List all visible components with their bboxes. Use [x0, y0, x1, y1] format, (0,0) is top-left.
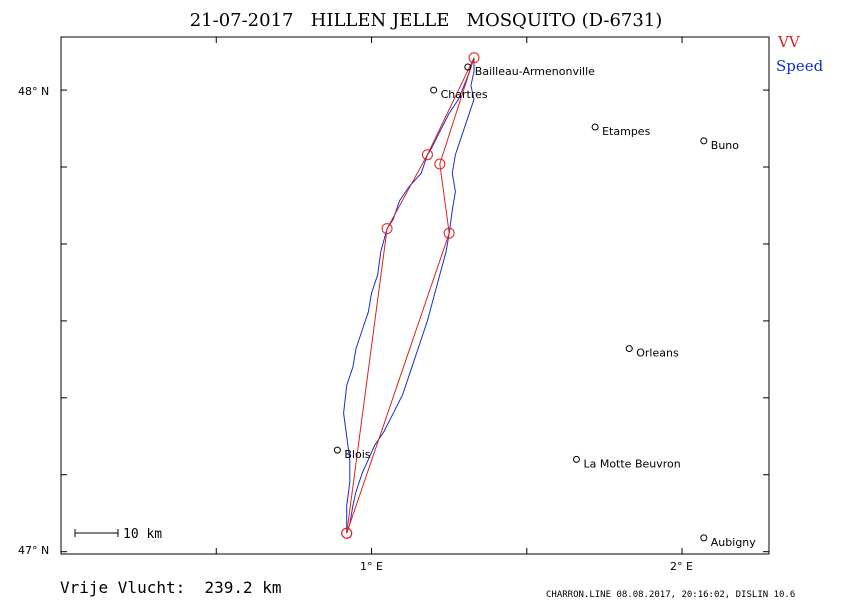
city-label: Chartres	[441, 88, 488, 101]
city-marker	[625, 345, 633, 353]
axis-ticks	[61, 37, 769, 554]
legend-speed: Speed	[776, 57, 824, 75]
turnpoint-marker	[434, 158, 446, 170]
city-label: Buno	[711, 139, 739, 152]
plot-frame	[60, 36, 770, 555]
flight-track	[343, 57, 475, 534]
city-label: Bailleau-Armenonville	[475, 65, 595, 78]
city-label: La Motte Beuvron	[583, 457, 680, 470]
city-marker	[700, 137, 708, 145]
city-label: Aubigny	[711, 536, 756, 549]
lon-label-1: 1° E	[360, 560, 383, 573]
city-marker	[591, 123, 599, 131]
lat-label-48: 48° N	[18, 85, 49, 98]
city-label: Blois	[344, 448, 370, 461]
scale-bar-label: 10 km	[123, 527, 162, 542]
turnpoint-marker	[341, 527, 353, 539]
city-marker	[700, 534, 708, 542]
distance-text: Vrije Vlucht: 239.2 km	[60, 578, 282, 597]
lat-label-47: 47° N	[18, 544, 49, 557]
city-marker	[430, 86, 438, 94]
city-marker	[572, 455, 580, 463]
city-label: Orleans	[636, 347, 679, 360]
task-route	[346, 57, 475, 534]
chart-title: 21-07-2017 HILLEN JELLE MOSQUITO (D-6731…	[190, 10, 663, 31]
city-marker	[333, 446, 341, 454]
turnpoint-marker	[421, 149, 433, 161]
scale-bar: 10 km	[74, 527, 162, 542]
city-marker	[464, 63, 472, 71]
city-label: Etampes	[602, 125, 650, 138]
footer-info: CHARRON.LINE 08.08.2017, 20:16:02, DISLI…	[546, 590, 795, 600]
turnpoint-marker	[443, 227, 455, 239]
cities: Bailleau-Armenonville Chartres Etampes Buno…	[333, 63, 756, 549]
turnpoint-marker	[468, 52, 480, 64]
turnpoints	[341, 52, 480, 539]
lon-label-2: 2° E	[670, 560, 693, 573]
legend-vv: VV	[777, 33, 801, 51]
turnpoint-marker	[381, 223, 393, 235]
